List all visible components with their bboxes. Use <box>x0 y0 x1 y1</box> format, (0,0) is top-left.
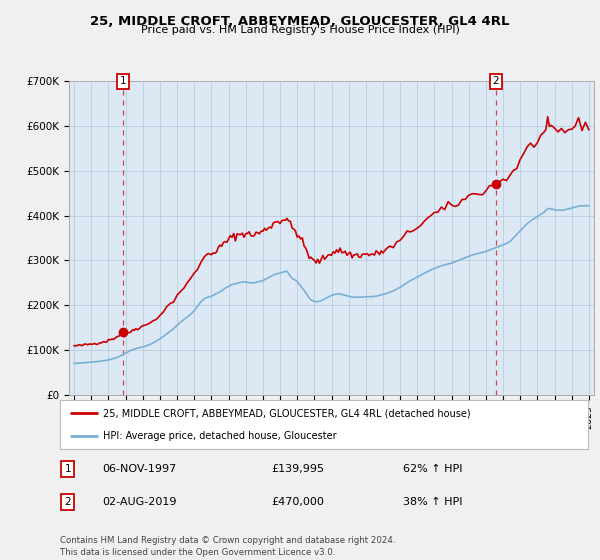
Text: HPI: Average price, detached house, Gloucester: HPI: Average price, detached house, Glou… <box>103 431 337 441</box>
Text: 02-AUG-2019: 02-AUG-2019 <box>102 497 177 507</box>
Text: 1: 1 <box>65 464 71 474</box>
Text: 38% ↑ HPI: 38% ↑ HPI <box>403 497 463 507</box>
Text: Contains HM Land Registry data © Crown copyright and database right 2024.
This d: Contains HM Land Registry data © Crown c… <box>60 536 395 557</box>
Text: 25, MIDDLE CROFT, ABBEYMEAD, GLOUCESTER, GL4 4RL: 25, MIDDLE CROFT, ABBEYMEAD, GLOUCESTER,… <box>90 15 510 27</box>
Text: £139,995: £139,995 <box>271 464 324 474</box>
Text: Price paid vs. HM Land Registry's House Price Index (HPI): Price paid vs. HM Land Registry's House … <box>140 25 460 35</box>
Text: 25, MIDDLE CROFT, ABBEYMEAD, GLOUCESTER, GL4 4RL (detached house): 25, MIDDLE CROFT, ABBEYMEAD, GLOUCESTER,… <box>103 408 471 418</box>
Text: £470,000: £470,000 <box>271 497 324 507</box>
Text: 62% ↑ HPI: 62% ↑ HPI <box>403 464 463 474</box>
Text: 2: 2 <box>65 497 71 507</box>
Text: 1: 1 <box>120 76 127 86</box>
Text: 2: 2 <box>493 76 499 86</box>
Text: 06-NOV-1997: 06-NOV-1997 <box>102 464 176 474</box>
